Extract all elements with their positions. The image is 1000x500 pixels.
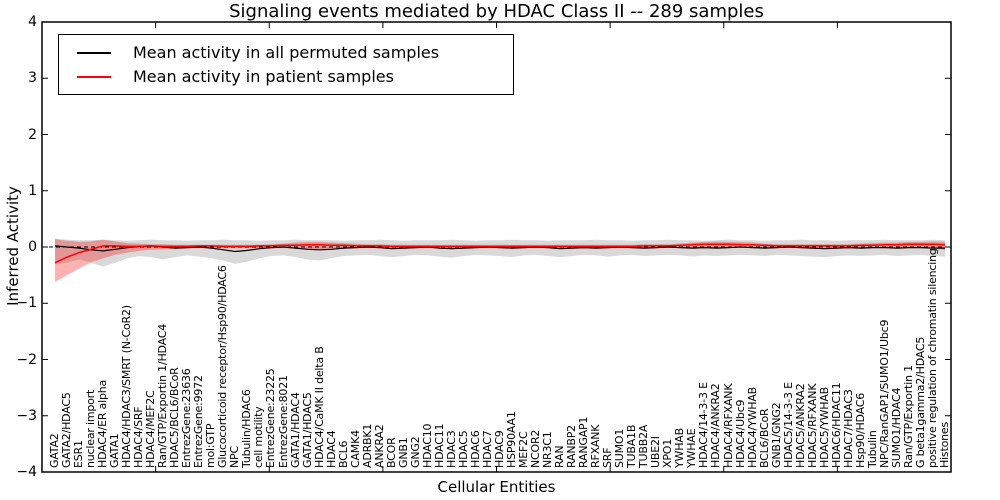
x-tick-label: ADRBK1: [360, 423, 374, 468]
x-tick-label: HDAC5/ANKRA2: [793, 383, 807, 468]
x-tick-label: Hsp90/HDAC6: [853, 392, 867, 468]
y-tick-label: −4: [16, 464, 37, 480]
y-tick-label: −2: [16, 351, 37, 368]
x-tick-label: BCL6: [336, 440, 350, 468]
legend: Mean activity in all permuted samples Me…: [58, 34, 514, 95]
x-tick-label: GNB1/GNG2: [769, 402, 783, 468]
x-tick-label: HDAC4/RFXANK: [721, 383, 735, 468]
y-tick-label: 3: [28, 70, 37, 87]
legend-item-permuted: Mean activity in all permuted samples: [59, 43, 513, 62]
x-tick-label: GNG2: [408, 436, 422, 468]
x-tick-label: HDAC5/14-3-3 E: [781, 382, 795, 468]
x-tick-label: GATA1/HDAC5: [300, 392, 314, 468]
x-tick-label: BCOR: [384, 437, 398, 468]
x-tick-label: GATA1/HDAC4: [288, 392, 302, 468]
x-tick-label: EntrezGene:23225: [264, 368, 278, 468]
legend-label-patient: Mean activity in patient samples: [133, 67, 394, 86]
y-tick-label: 0: [28, 239, 37, 255]
x-tick-label: HDAC4/CaMK II delta B: [312, 346, 326, 468]
y-tick-label: −3: [16, 407, 37, 424]
x-tick-label: HDAC4/Ubc9: [733, 399, 747, 468]
legend-label-permuted: Mean activity in all permuted samples: [133, 43, 440, 62]
x-tick-label: HDAC4/ANKRA2: [709, 383, 723, 468]
chart-title: Signaling events mediated by HDAC Class …: [229, 1, 764, 22]
x-tick-label: HDAC5/YWHAB: [817, 386, 831, 468]
x-tick-label: ANKRA2: [372, 424, 386, 469]
x-tick-label: HDAC4: [324, 430, 338, 468]
y-tick-label: 4: [28, 14, 37, 30]
permuted-mean-line: [54, 245, 945, 253]
permuted-band-area: [55, 238, 945, 267]
x-tick-label: HDAC4/YWHAB: [745, 386, 759, 468]
patient-mean-line: [54, 243, 946, 264]
legend-item-patient: Mean activity in patient samples: [59, 67, 513, 86]
x-axis-label: Cellular Entities: [437, 478, 556, 496]
x-tick-label: CAMK4: [348, 430, 362, 468]
x-tick-label: GNB1: [396, 437, 410, 469]
x-tick-label: HDAC6/HDAC11: [829, 382, 843, 468]
patient-line-swatch: [77, 75, 111, 78]
y-tick-label: 2: [28, 126, 37, 143]
permuted-line-swatch: [77, 51, 111, 54]
x-tick-label: Histones: [938, 422, 951, 468]
y-tick-label: 1: [28, 182, 37, 199]
x-tick-label: Glucocorticoid receptor/Hsp90/HDAC6: [216, 265, 230, 468]
y-tick-label: −1: [16, 295, 37, 312]
x-tick-label: EntrezGene:8021: [276, 375, 290, 468]
x-tick-label: BCL6/BCoR: [757, 408, 771, 468]
x-tick-label: HDAC7/HDAC3: [841, 389, 855, 468]
x-tick-label: HDAC5/RFXANK: [805, 383, 819, 468]
